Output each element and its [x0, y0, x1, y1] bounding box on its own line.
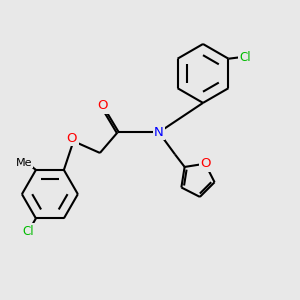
- Text: O: O: [200, 157, 210, 170]
- Text: Cl: Cl: [23, 225, 34, 238]
- Text: N: N: [154, 126, 164, 139]
- Text: Cl: Cl: [239, 51, 250, 64]
- Text: O: O: [98, 99, 108, 112]
- Text: O: O: [67, 132, 77, 145]
- Text: Me: Me: [16, 158, 32, 168]
